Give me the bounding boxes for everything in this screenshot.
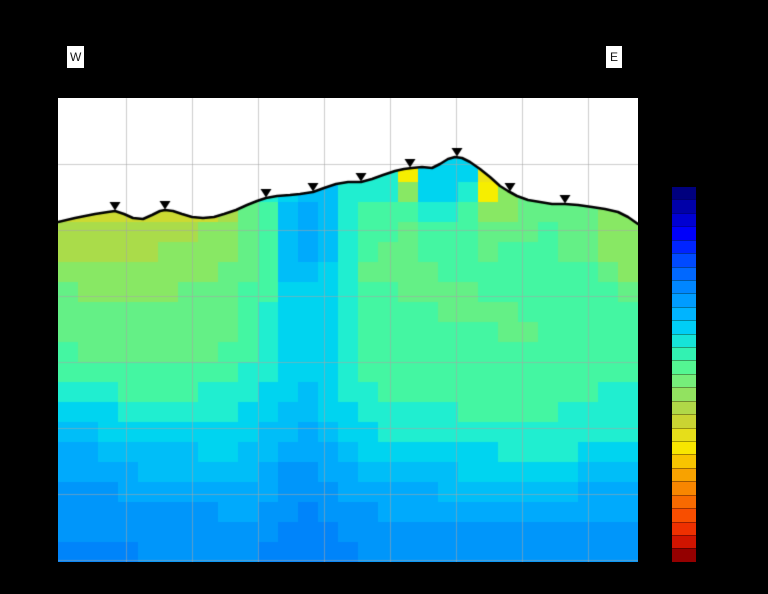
- colorbar-segment: [672, 266, 696, 280]
- colorbar-segment: [672, 387, 696, 401]
- colorbar-segment: [672, 441, 696, 455]
- colorbar-segment: [672, 360, 696, 374]
- colorbar-segment: [672, 521, 696, 535]
- colorbar-segment: [672, 187, 696, 200]
- colorbar-segment: [672, 226, 696, 240]
- colorbar-segment: [672, 427, 696, 442]
- colorbar-segment: [672, 548, 696, 562]
- colorbar-segment: [672, 481, 696, 495]
- colorbar-segment: [672, 239, 696, 254]
- colorbar-segment: [672, 400, 696, 415]
- east-label: E: [606, 46, 623, 68]
- colorbar-segment: [672, 320, 696, 334]
- colorbar-segment: [672, 373, 696, 388]
- colorbar: [672, 187, 696, 562]
- cross-section-canvas: [58, 98, 638, 562]
- colorbar-segment: [672, 333, 696, 348]
- west-label: W: [67, 46, 85, 68]
- colorbar-segment: [672, 293, 696, 307]
- colorbar-segment: [672, 347, 696, 361]
- colorbar-segment: [672, 414, 696, 428]
- colorbar-segment: [672, 253, 696, 267]
- colorbar-segment: [672, 199, 696, 213]
- colorbar-segment: [672, 534, 696, 549]
- colorbar-segment: [672, 467, 696, 482]
- colorbar-segment: [672, 508, 696, 522]
- colorbar-segment: [672, 212, 696, 227]
- colorbar-segment: [672, 306, 696, 321]
- colorbar-segment: [672, 279, 696, 294]
- colorbar-segment: [672, 454, 696, 468]
- colorbar-segment: [672, 494, 696, 509]
